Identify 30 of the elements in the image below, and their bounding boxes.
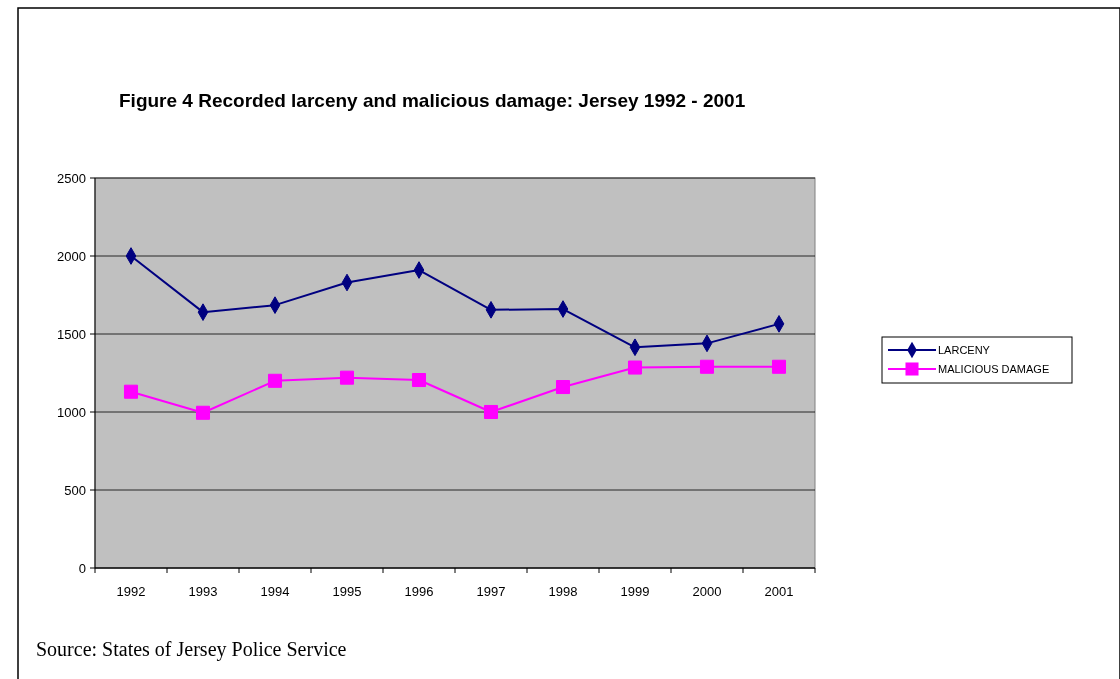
y-tick-label: 0 <box>78 560 86 576</box>
legend-label: MALICIOUS DAMAGE <box>938 362 1050 375</box>
point <box>771 359 787 374</box>
point <box>195 405 211 420</box>
y-tick-label: 500 <box>64 482 86 498</box>
point <box>411 373 427 388</box>
y-tick-label: 1000 <box>57 404 86 420</box>
x-tick-label: 2000 <box>692 584 722 599</box>
point <box>123 384 139 399</box>
x-tick-label: 1998 <box>548 584 578 599</box>
y-tick-label: 2500 <box>57 170 86 186</box>
x-tick-label: 1993 <box>188 584 218 599</box>
x-tick-label: 1997 <box>476 584 506 599</box>
point <box>483 404 499 420</box>
y-tick-label: 2000 <box>57 248 86 264</box>
x-tick-label: 1992 <box>116 584 146 599</box>
x-tick-label: 1996 <box>404 584 434 599</box>
source-note: Source: States of Jersey Police Service <box>36 638 347 661</box>
x-tick-label: 2001 <box>764 584 794 599</box>
y-tick-label: 1500 <box>57 326 86 342</box>
x-tick-label: 1999 <box>620 584 650 599</box>
legend-label: LARCENY <box>938 343 991 356</box>
x-tick-label: 1994 <box>260 584 290 599</box>
chart-title: Figure 4 Recorded larceny and malicious damage: Jersey 1992 - 2001 <box>119 90 746 111</box>
point <box>699 359 715 374</box>
point <box>555 380 571 395</box>
x-tick-label: 1995 <box>332 584 362 599</box>
point <box>627 360 643 375</box>
point <box>339 370 355 385</box>
point <box>267 373 283 388</box>
